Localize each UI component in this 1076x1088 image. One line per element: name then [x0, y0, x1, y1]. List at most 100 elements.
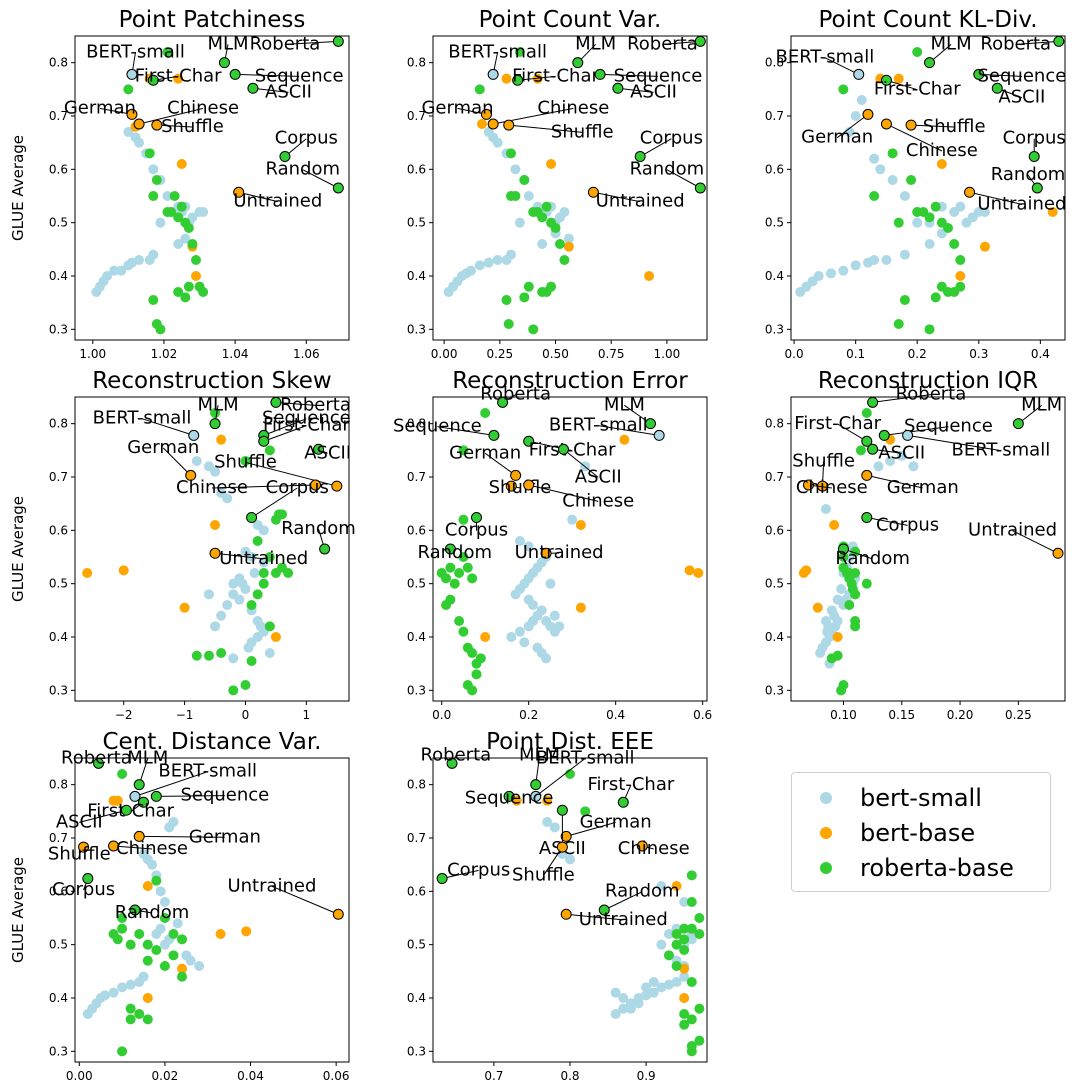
- point-bert-small: [155, 217, 166, 228]
- x-tick: 1: [303, 701, 310, 722]
- y-tick-label: 0.4: [407, 269, 426, 283]
- x-tick: 0.25: [486, 340, 513, 361]
- annotated-point-random: [332, 182, 344, 194]
- y-tick: 0.8: [765, 56, 791, 70]
- y-tick-label: 0.3: [49, 683, 68, 697]
- point-bert-small: [134, 137, 145, 148]
- subplot-reconstruction-skew: Reconstruction Skew −2 −1 0 1 0.3 0.4 0.5 0.6 0.7…: [9, 368, 356, 722]
- annotation-leader: [284, 40, 339, 45]
- point-roberta-base: [449, 578, 460, 589]
- annotation-mlm: MLM: [1021, 394, 1062, 415]
- point-bert-base: [216, 434, 227, 445]
- point-roberta-base: [123, 84, 134, 95]
- y-tick: 0.3: [765, 683, 791, 697]
- annotation-chinese: Chinese: [176, 477, 248, 498]
- point-roberta-base: [474, 84, 485, 95]
- point-bert-small: [663, 979, 674, 990]
- annotation-first-char: First-Char: [794, 413, 881, 434]
- point-bert-small: [875, 164, 886, 175]
- annotation-first-char: First-Char: [587, 774, 674, 795]
- annotation-leader: [251, 487, 298, 518]
- annotation-sequence: Sequence: [393, 416, 482, 437]
- point-roberta-base: [159, 913, 170, 923]
- annotated-point-roberta: [694, 35, 706, 47]
- point-bert-small: [117, 982, 128, 993]
- point-bert-small: [899, 249, 910, 260]
- point-bert-base: [832, 632, 843, 642]
- annotated-point-ascii: [557, 443, 569, 455]
- point-roberta-base: [850, 589, 861, 600]
- point-bert-small: [822, 626, 833, 637]
- point-roberta-base: [930, 201, 941, 212]
- point-bert-base: [684, 565, 695, 576]
- point-roberta-base: [190, 255, 201, 265]
- point-bert-small: [162, 191, 173, 201]
- point-roberta-base: [838, 84, 849, 95]
- point-roberta-base: [441, 600, 452, 610]
- point-roberta-base: [173, 287, 184, 297]
- point-bert-base: [112, 795, 123, 806]
- y-tick: 0.5: [765, 216, 791, 230]
- annotation-chinese: Chinese: [167, 97, 239, 118]
- point-bert-small: [625, 1003, 636, 1014]
- annotation-leader: [542, 846, 563, 876]
- annotation-roberta: Roberta: [480, 384, 551, 405]
- point-bert-small: [102, 271, 113, 281]
- y-tick: 0.5: [407, 577, 433, 591]
- x-tick: 0.9: [637, 1062, 656, 1083]
- point-roberta-base: [173, 212, 184, 223]
- plot-frame: [432, 35, 708, 341]
- annotated-point-first-char: [861, 435, 873, 447]
- annotation-german: German: [189, 826, 261, 847]
- annotation-sequence: Sequence: [465, 787, 554, 808]
- point-roberta-base: [686, 1041, 697, 1051]
- annotated-point-first-char: [523, 435, 535, 447]
- point-bert-base: [801, 565, 812, 576]
- annotation-leader: [617, 87, 654, 93]
- point-roberta-base: [134, 929, 145, 939]
- y-tick: 0.3: [49, 683, 75, 697]
- annotation-random: Random: [417, 542, 492, 563]
- point-bert-small: [887, 175, 898, 185]
- x-tick: 0.10: [830, 701, 857, 722]
- point-bert-small: [246, 552, 257, 562]
- y-tick-label: 0.6: [407, 162, 426, 176]
- annotated-point-german: [510, 469, 522, 481]
- point-roberta-base: [148, 295, 159, 305]
- annotation-leader: [886, 123, 943, 152]
- legend-entry-bert-base: bert-base: [820, 816, 975, 850]
- annotation-shuffle: Shuffle: [512, 865, 575, 886]
- point-bert-small: [955, 201, 966, 212]
- y-tick-label: 0.3: [407, 1044, 426, 1058]
- point-roberta-base: [180, 292, 191, 303]
- annotated-point-random: [694, 182, 706, 194]
- annotation-german: German: [64, 97, 136, 118]
- annotated-point-shuffle: [503, 119, 515, 131]
- point-bert-small: [844, 127, 855, 137]
- annotated-point-mlm: [572, 57, 584, 69]
- y-tick-label: 0.5: [765, 216, 784, 230]
- y-tick-label: 0.6: [765, 523, 784, 537]
- annotation-leader: [214, 552, 264, 560]
- annotation-leader: [437, 426, 494, 436]
- y-tick-label: 0.8: [407, 56, 426, 70]
- point-roberta-base: [550, 223, 561, 233]
- annotation-ascii: ASCII: [265, 81, 312, 102]
- annotated-point-chinese: [523, 479, 535, 491]
- y-tick: 0.6: [407, 884, 433, 898]
- point-bert-small: [237, 578, 248, 589]
- point-roberta-base: [467, 685, 478, 696]
- point-roberta-base: [850, 621, 861, 632]
- x-tick: 0.25: [1005, 701, 1032, 722]
- annotation-sequence: Sequence: [904, 416, 993, 437]
- point-bert-small: [99, 990, 110, 1001]
- legend-entry-bert-small: bert-small: [820, 781, 982, 815]
- point-roberta-base: [694, 1035, 705, 1046]
- point-roberta-base: [117, 913, 128, 923]
- x-tick: 0.8: [560, 1062, 580, 1083]
- y-tick-label: 0.7: [49, 470, 68, 484]
- point-bert-base: [190, 271, 201, 281]
- point-bert-small: [155, 923, 166, 934]
- annotation-leader: [824, 57, 859, 75]
- annotated-point-chinese: [802, 479, 814, 491]
